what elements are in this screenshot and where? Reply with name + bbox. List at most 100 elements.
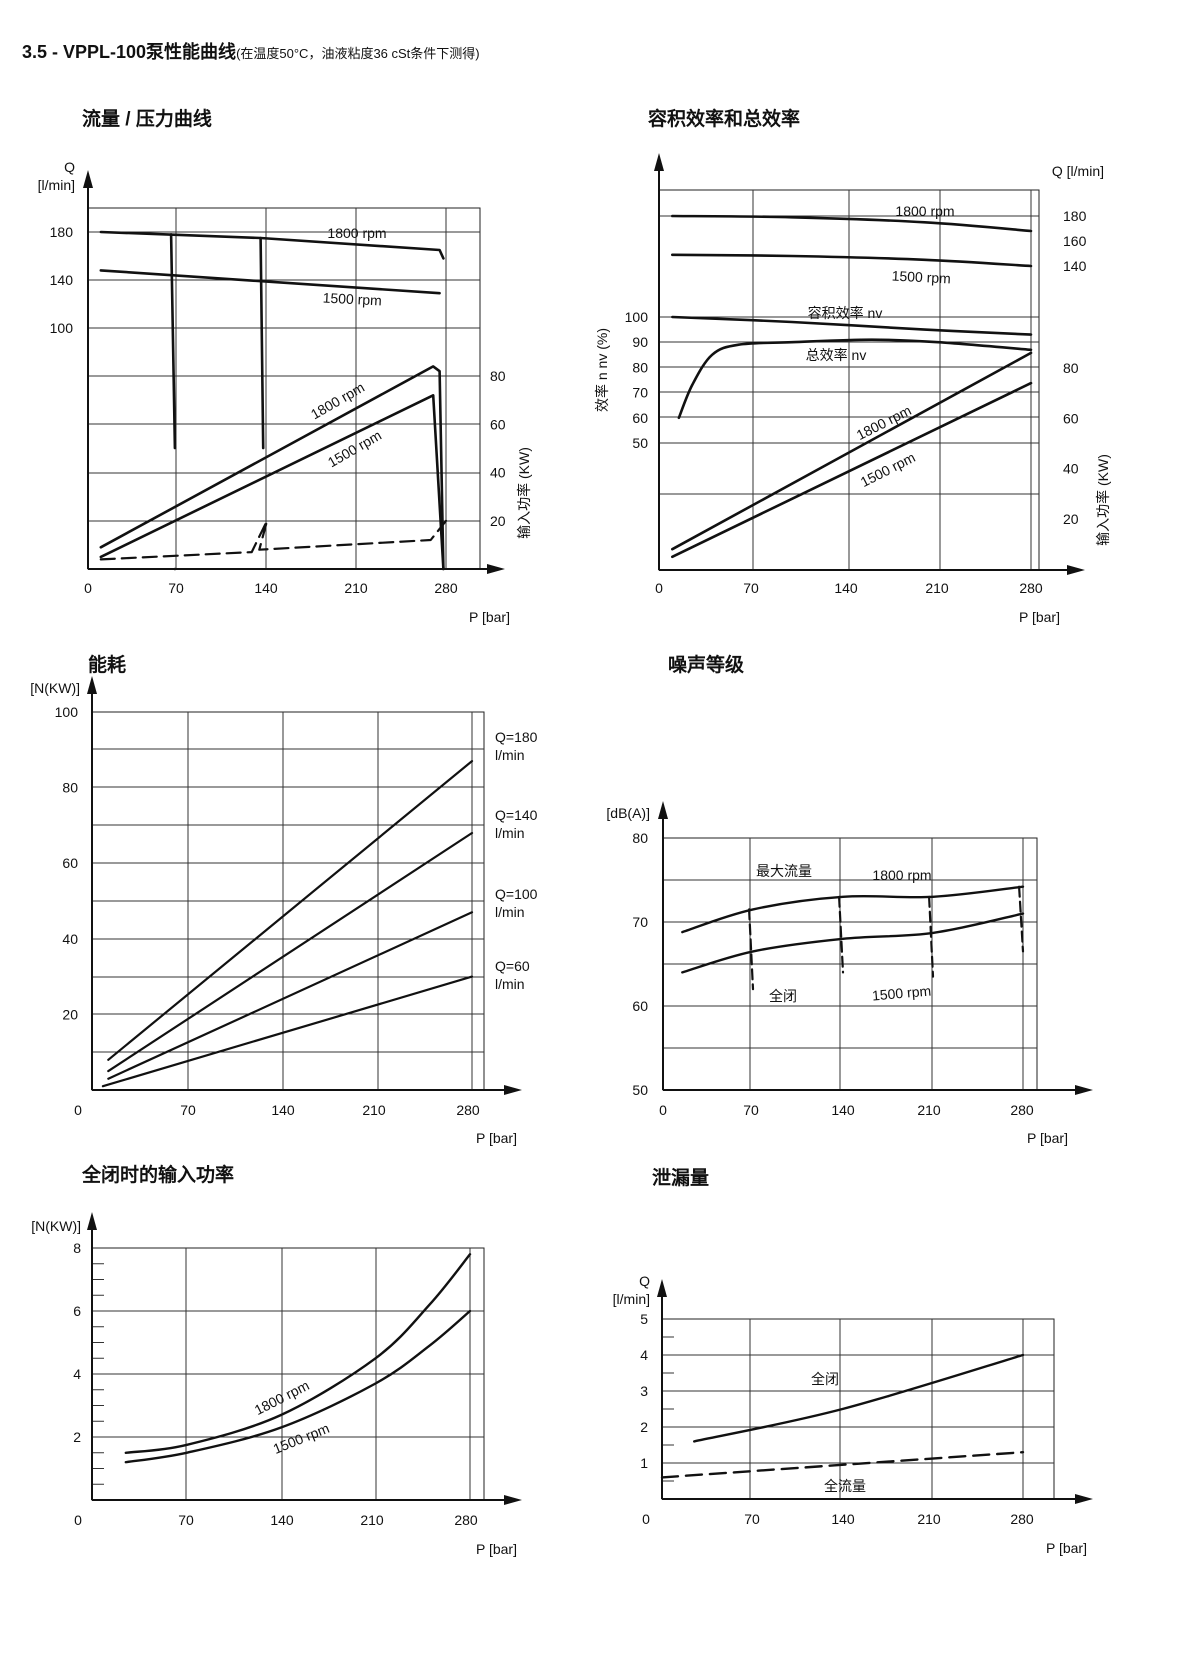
leak-x-tick-label: 70 xyxy=(744,1511,760,1527)
leak-series-line-0 xyxy=(693,1353,1025,1443)
fp-series-label-2: 1800 rpm xyxy=(308,379,367,422)
leak-x-tick-label: 280 xyxy=(1010,1511,1034,1527)
leak-series-line-1 xyxy=(660,1451,1025,1479)
cip-x-tick-label: 280 xyxy=(454,1512,478,1528)
eff-series-label-2: 容积效率 nv xyxy=(808,305,883,321)
eff-y-tick-label: 70 xyxy=(632,385,648,401)
fp-series-line-0 xyxy=(99,230,445,260)
eff-power-tick-label: 40 xyxy=(1063,461,1079,477)
eff-series-label-3: 总效率 nv xyxy=(806,347,867,363)
fp-dead-head-power-line xyxy=(99,519,448,561)
noise-x-tick-label: 210 xyxy=(917,1102,941,1118)
cip-y-tick-label: 4 xyxy=(73,1366,81,1382)
noise-x-tick-label: 140 xyxy=(831,1102,855,1118)
fp-x-axis-label: P [bar] xyxy=(469,609,510,625)
noise-annotation-max-flow: 最大流量 xyxy=(756,863,812,879)
cip-y-arrow xyxy=(87,1212,97,1230)
pc-series-label: Q=60 xyxy=(495,958,530,974)
noise-dead-head-line-0 xyxy=(748,908,755,991)
leak-x-tick-label: 0 xyxy=(642,1511,650,1527)
eff-flow-tick-label: 140 xyxy=(1063,258,1087,274)
leak-y-axis-label: Q xyxy=(639,1273,650,1289)
noise-y-tick-label: 60 xyxy=(632,998,648,1014)
noise-x-axis-label: P [bar] xyxy=(1027,1130,1068,1146)
eff-series-label-5: 1500 rpm xyxy=(858,449,918,490)
eff-flow-tick-label: 160 xyxy=(1063,233,1087,249)
eff-x-tick-label: 210 xyxy=(925,580,949,596)
noise-series-label-0: 1800 rpm xyxy=(872,867,931,883)
fp-x-tick-label: 280 xyxy=(434,580,458,596)
fp-y-axis-label: Q xyxy=(64,159,75,175)
pc-series-label: Q=100 xyxy=(495,886,538,902)
cip-x-tick-label: 0 xyxy=(74,1512,82,1528)
noise-y-tick-label: 70 xyxy=(632,914,648,930)
noise-dead-head-line-2 xyxy=(928,895,935,978)
pc-series-label: l/min xyxy=(495,976,525,992)
cip-series-label-1: 1500 rpm xyxy=(271,1420,332,1457)
cip-series-line-1 xyxy=(124,1309,472,1464)
fp-y2-axis-label: 输入功率 (KW) xyxy=(516,447,532,539)
leak-x-axis-label: P [bar] xyxy=(1046,1540,1087,1556)
noise-x-tick-label: 0 xyxy=(659,1102,667,1118)
eff-x-tick-label: 0 xyxy=(655,580,663,596)
pc-series-line-2 xyxy=(107,911,474,1080)
fp-cutoff-line-1 xyxy=(259,236,265,450)
chart-title-flow-pressure: 流量 / 压力曲线 xyxy=(82,109,212,130)
eff-y-tick-label: 100 xyxy=(625,309,649,325)
fp-series-label-0: 1800 rpm xyxy=(327,225,386,241)
fp-y-tick-label: 140 xyxy=(50,272,74,288)
eff-power-tick-label: 80 xyxy=(1063,360,1079,376)
pc-x-arrow xyxy=(504,1085,522,1095)
noise-series-label-1: 1500 rpm xyxy=(871,982,931,1003)
eff-power-tick-label: 20 xyxy=(1063,511,1079,527)
fp-y2-tick-label: 20 xyxy=(490,513,506,529)
chart-title-noise: 噪声等级 xyxy=(668,655,745,676)
eff-y-arrow xyxy=(654,153,664,171)
noise-series-line-0 xyxy=(681,885,1025,934)
pc-x-tick-label: 210 xyxy=(362,1102,386,1118)
fp-x-tick-label: 70 xyxy=(168,580,184,596)
eff-y-tick-label: 60 xyxy=(632,410,648,426)
pc-series-label: l/min xyxy=(495,747,525,763)
chart-title-efficiency: 容积效率和总效率 xyxy=(648,109,801,130)
fp-x-tick-label: 210 xyxy=(344,580,368,596)
pc-y-tick-label: 100 xyxy=(55,704,79,720)
fp-series-line-2 xyxy=(99,365,445,571)
leak-y-tick-label: 3 xyxy=(640,1383,648,1399)
fp-y2-tick-label: 60 xyxy=(490,416,506,432)
pc-series-line-1 xyxy=(107,831,474,1073)
fp-y-axis-label: [l/min] xyxy=(38,177,75,193)
fp-y2-tick-label: 80 xyxy=(490,368,506,384)
eff-series-label-1: 1500 rpm xyxy=(891,267,951,286)
pc-y-tick-label: 40 xyxy=(62,931,78,947)
cip-y-tick-label: 8 xyxy=(73,1240,81,1256)
eff-flow-axis-label: Q [l/min] xyxy=(1052,163,1104,179)
noise-series-line-1 xyxy=(681,912,1025,974)
pc-x-tick-label: 0 xyxy=(74,1102,82,1118)
noise-annotation-closed: 全闭 xyxy=(769,988,797,1004)
eff-series-line-1 xyxy=(671,253,1033,268)
eff-power-tick-label: 60 xyxy=(1063,410,1079,426)
noise-dead-head-line-3 xyxy=(1018,885,1025,953)
cip-x-tick-label: 210 xyxy=(360,1512,384,1528)
chart-title-closed-input-power: 全闭时的输入功率 xyxy=(82,1165,235,1186)
eff-y-tick-label: 90 xyxy=(632,334,648,350)
leak-series-label-1: 全流量 xyxy=(824,1478,866,1494)
cip-y-axis-label: [N(KW)] xyxy=(31,1218,81,1234)
eff-x-axis-label: P [bar] xyxy=(1019,609,1060,625)
noise-dead-head-line-1 xyxy=(838,895,845,974)
eff-y-axis-label: 效率 n nv (%) xyxy=(594,328,610,412)
eff-y2-axis-label: 输入功率 (KW) xyxy=(1095,454,1111,546)
chart-title-power-consumption: 能耗 xyxy=(88,655,127,676)
eff-x-tick-label: 280 xyxy=(1019,580,1043,596)
pc-y-axis-label: [N(KW)] xyxy=(30,680,80,696)
leak-x-tick-label: 210 xyxy=(917,1511,941,1527)
leak-y-tick-label: 5 xyxy=(640,1311,648,1327)
eff-series-line-5 xyxy=(671,381,1033,559)
noise-y-axis-label: [dB(A)] xyxy=(606,805,650,821)
fp-x-tick-label: 140 xyxy=(254,580,278,596)
eff-x-tick-label: 140 xyxy=(834,580,858,596)
fp-series-line-1 xyxy=(99,269,441,295)
pc-x-tick-label: 70 xyxy=(180,1102,196,1118)
eff-series-line-3 xyxy=(677,338,1033,420)
